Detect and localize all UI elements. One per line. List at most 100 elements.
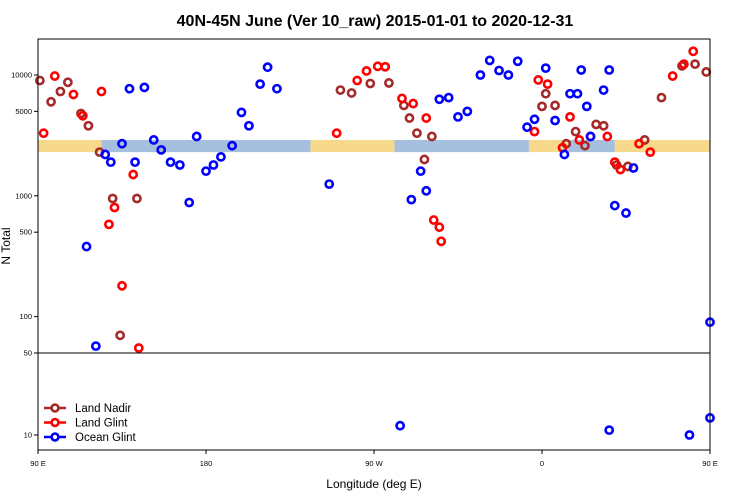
- data-point: [104, 219, 114, 230]
- data-point: [443, 92, 454, 103]
- data-point: [434, 222, 445, 233]
- data-point: [634, 138, 644, 149]
- data-point: [428, 215, 439, 225]
- data-point: [581, 101, 592, 112]
- data-point: [130, 157, 140, 168]
- x-tick-label: 90 E: [702, 459, 717, 468]
- data-point: [117, 280, 127, 291]
- data-point: [236, 107, 247, 118]
- data-point: [436, 236, 447, 247]
- data-point: [346, 88, 357, 98]
- data-point: [415, 166, 426, 177]
- data-point: [68, 89, 79, 100]
- data-point: [244, 120, 254, 131]
- data-point: [512, 56, 523, 67]
- data-point: [572, 88, 583, 99]
- legend: Land Nadir Land Glint Ocean Glint: [44, 403, 137, 444]
- data-point: [591, 119, 602, 130]
- data-point: [324, 179, 335, 190]
- data-point: [227, 140, 238, 151]
- data-point: [462, 106, 473, 117]
- data-point: [412, 128, 422, 139]
- data-point: [667, 71, 678, 81]
- data-point: [645, 147, 656, 158]
- legend-label: Ocean Glint: [75, 432, 137, 444]
- data-point: [421, 185, 432, 196]
- data-point: [684, 430, 695, 440]
- data-point: [335, 85, 346, 95]
- data-point: [216, 151, 226, 162]
- data-point: [380, 61, 391, 72]
- data-point: [537, 101, 547, 112]
- x-tick-label: 90 E: [30, 459, 45, 468]
- data-point: [484, 55, 495, 66]
- y-tick-label: 100: [19, 312, 32, 321]
- data-point: [604, 65, 615, 75]
- data-point: [184, 197, 195, 208]
- data-point: [621, 208, 631, 218]
- data-point: [585, 131, 596, 142]
- y-tick-label: 50: [24, 349, 32, 358]
- surface-band-ocean-3: [394, 139, 529, 153]
- data-point: [559, 149, 570, 160]
- data-point: [208, 160, 219, 170]
- surface-band-ocean-1: [101, 139, 311, 153]
- data-point: [139, 82, 150, 93]
- data-point: [574, 135, 585, 145]
- data-point: [361, 66, 372, 76]
- y-tick-label: 5000: [15, 107, 32, 116]
- data-point: [395, 420, 406, 431]
- data-point: [90, 341, 101, 352]
- data-point: [109, 202, 120, 213]
- series-land-nadir: [34, 59, 712, 341]
- surface-band-land-2: [310, 139, 395, 153]
- data-point: [565, 88, 575, 99]
- data-point: [397, 93, 407, 104]
- data-point: [598, 120, 609, 131]
- surface-band-land-6: [614, 139, 710, 153]
- data-point: [419, 154, 430, 165]
- data-point: [201, 166, 211, 177]
- data-point: [540, 88, 551, 99]
- data-point: [565, 111, 575, 122]
- data-point: [148, 135, 159, 145]
- data-point: [105, 157, 116, 168]
- data-point: [598, 85, 609, 95]
- data-point: [421, 113, 432, 123]
- data-point: [426, 131, 437, 142]
- data-point: [191, 131, 202, 142]
- data-point: [384, 78, 394, 88]
- data-point: [580, 140, 590, 151]
- series-land-glint: [38, 46, 699, 353]
- data-point: [503, 70, 514, 80]
- data-point: [678, 59, 689, 70]
- data-point: [352, 75, 363, 86]
- data-point: [609, 157, 620, 168]
- data-point: [522, 122, 532, 133]
- data-point: [550, 115, 560, 126]
- y-tick-label: 10000: [11, 71, 32, 80]
- data-point: [132, 193, 142, 204]
- legend-marker: [50, 432, 60, 442]
- x-tick-label: 180: [200, 459, 213, 468]
- data-point: [540, 63, 551, 74]
- data-point: [408, 98, 419, 109]
- data-point: [115, 330, 126, 341]
- data-point: [529, 126, 540, 137]
- data-point: [529, 114, 540, 125]
- y-tick-label: 500: [19, 228, 32, 237]
- data-point: [62, 77, 73, 88]
- data-point: [570, 126, 581, 137]
- data-point: [604, 425, 615, 436]
- data-point: [615, 164, 626, 175]
- data-point: [494, 65, 504, 76]
- data-point: [406, 194, 417, 205]
- legend-marker: [50, 417, 60, 428]
- data-point: [49, 71, 60, 81]
- data-point: [38, 128, 49, 139]
- data-point: [550, 100, 560, 111]
- plot-frame: [37, 38, 711, 451]
- data-point: [174, 160, 185, 170]
- data-point: [656, 92, 667, 103]
